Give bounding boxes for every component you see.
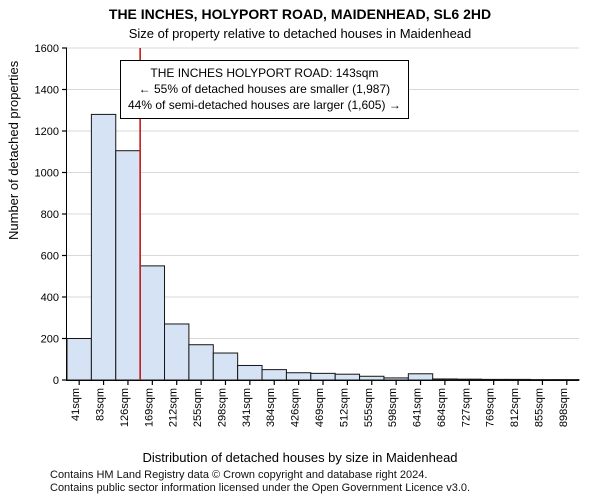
y-tick-label: 1400 <box>35 85 59 97</box>
x-tick-label: 598sqm <box>387 388 399 427</box>
x-tick-label: 212sqm <box>168 388 180 427</box>
x-tick-label: 727sqm <box>460 388 472 427</box>
y-axis-label: Number of detached properties <box>6 61 21 240</box>
annotation-line-1: THE INCHES HOLYPORT ROAD: 143sqm <box>128 65 401 81</box>
x-tick-label: 126sqm <box>119 388 131 427</box>
annotation-box: THE INCHES HOLYPORT ROAD: 143sqm ← 55% o… <box>120 60 409 119</box>
x-tick-label: 769sqm <box>485 388 497 427</box>
x-tick-label: 41sqm <box>70 388 82 421</box>
y-tick-label: 1200 <box>35 126 59 138</box>
annotation-line-3: 44% of semi-detached houses are larger (… <box>128 97 401 113</box>
bar <box>360 376 384 380</box>
chart-container: { "title": {"text":"THE INCHES, HOLYPORT… <box>0 0 600 500</box>
bar <box>408 374 432 380</box>
x-tick-label: 83sqm <box>95 388 107 421</box>
x-tick-label: 512sqm <box>338 388 350 427</box>
bar <box>286 373 310 380</box>
bar <box>433 379 457 380</box>
bar <box>481 379 505 380</box>
x-tick-label: 555sqm <box>363 388 375 427</box>
bar <box>140 266 164 380</box>
x-tick-label: 641sqm <box>412 388 424 427</box>
y-tick-label: 600 <box>41 251 59 263</box>
x-tick-label: 855sqm <box>533 388 545 427</box>
bar <box>189 345 213 380</box>
bar <box>213 353 237 380</box>
chart-subtitle: Size of property relative to detached ho… <box>0 26 600 41</box>
credit-line-1: Contains HM Land Registry data © Crown c… <box>50 469 590 483</box>
x-tick-label: 426sqm <box>290 388 302 427</box>
bar <box>457 379 481 380</box>
bar <box>91 114 115 380</box>
bar <box>116 151 140 380</box>
y-tick-label: 1000 <box>35 168 59 180</box>
credit-text: Contains HM Land Registry data © Crown c… <box>50 469 590 497</box>
x-tick-label: 812sqm <box>509 388 521 427</box>
x-tick-label: 255sqm <box>192 388 204 427</box>
annotation-line-2: ← 55% of detached houses are smaller (1,… <box>128 81 401 97</box>
bar <box>67 339 91 381</box>
bar <box>262 370 286 380</box>
y-tick-label: 1600 <box>35 43 59 55</box>
y-tick-label: 200 <box>41 334 59 346</box>
x-tick-label: 384sqm <box>265 388 277 427</box>
bar <box>238 365 262 380</box>
x-tick-label: 898sqm <box>558 388 570 427</box>
x-axis-label: Distribution of detached houses by size … <box>0 450 600 465</box>
y-tick-label: 400 <box>41 292 59 304</box>
bar <box>311 373 335 380</box>
bar <box>384 378 408 380</box>
y-tick-label: 0 <box>53 375 59 387</box>
chart-title: THE INCHES, HOLYPORT ROAD, MAIDENHEAD, S… <box>0 6 600 22</box>
bar <box>506 379 530 380</box>
x-tick-label: 169sqm <box>143 388 155 427</box>
x-tick-label: 341sqm <box>241 388 253 427</box>
x-tick-label: 298sqm <box>216 388 228 427</box>
y-tick-label: 800 <box>41 209 59 221</box>
bar <box>165 324 189 380</box>
bar <box>335 374 359 380</box>
x-tick-label: 469sqm <box>314 388 326 427</box>
credit-line-2: Contains public sector information licen… <box>50 482 590 496</box>
x-tick-label: 684sqm <box>436 388 448 427</box>
